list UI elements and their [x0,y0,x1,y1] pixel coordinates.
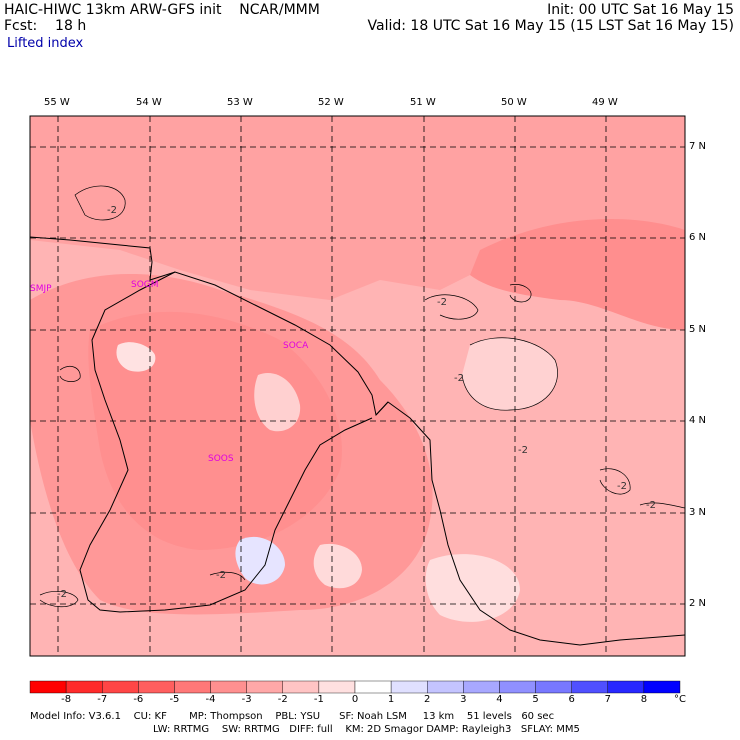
lat-label-2n: 2 N [689,598,707,609]
colorbar-swatch [102,680,139,694]
map-frame [29,115,686,657]
colorbar-unit: °C [674,694,686,705]
border-guyana-suriname [79,271,373,613]
contour-north-central [424,294,479,320]
field-name: Lifted index [7,36,84,51]
model-info-line2: LW: RRTMG SW: RRTMG DIFF: full KM: 2D Sm… [153,724,580,735]
valid-time: Valid: 18 UTC Sat 16 May 15 (15 LST Sat … [367,18,734,34]
field-patch-se [425,554,520,622]
station-smjp: SMJP [30,284,52,294]
lon-label-52w: 52 W [318,97,344,108]
lon-label-55w: 55 W [44,97,70,108]
field-patch-west [116,342,156,372]
colorbar-swatch [427,680,464,694]
colorbar-level-label: 4 [496,694,503,705]
colorbar-level-label: 7 [604,694,611,705]
field-patch-south [313,543,362,589]
colorbar-swatch [65,680,103,694]
colorbar-level-label: 1 [387,694,395,705]
colorbar-swatch [535,680,572,694]
colorbar-level-label: -7 [97,694,108,705]
forecast-hour: Fcst: 18 h [4,18,87,34]
contour-sw [39,591,79,608]
model-info-line1: Model Info: V3.6.1 CU: KF MP: Thompson P… [30,711,555,722]
lat-label-6n: 6 N [689,232,707,243]
colorbar-level-label: -2 [277,694,288,705]
contour-label: -2 [454,373,464,384]
colorbar-level-label: 0 [351,694,359,705]
political-boundaries [29,236,686,646]
contour-far-east [639,502,686,509]
colorbar-swatch [354,680,392,694]
colorbar-level-label: -5 [169,694,180,705]
colorbar-swatch [29,680,67,694]
colorbar-swatch [138,680,175,694]
colorbar-swatch [390,680,428,694]
station-soca: SOCA [283,341,309,351]
colorbar-swatch [571,680,608,694]
colorbar-level-label: 8 [640,694,648,705]
colorbar-level-label: 6 [568,694,575,705]
init-time: Init: 00 UTC Sat 16 May 15 [547,2,734,18]
colorbar-swatch [282,680,320,694]
field-patch-east [462,337,558,411]
colorbar-level-label: -8 [61,694,72,705]
contour-label: -2 [216,570,226,581]
colorbar-swatch [174,680,211,694]
contour-label: -2 [646,500,656,511]
colorbar-level-label: -1 [313,694,324,705]
colorbar-swatches [29,680,681,694]
lon-label-51w: 51 W [410,97,436,108]
contours [39,185,686,608]
contour-label: -2 [518,445,528,456]
contour-label: -2 [437,297,447,308]
lat-label-5n: 5 N [689,324,707,335]
contour-nw [74,185,126,221]
contour-east-patch [461,337,558,411]
lat-label-7n: 7 N [689,141,707,152]
contour-label: -2 [57,589,67,600]
contour-east [599,468,631,495]
field-patch-center [254,373,301,432]
colorbar-swatch [463,680,500,694]
lon-label-54w: 54 W [136,97,162,108]
colorbar-level-label: 2 [424,694,431,705]
lon-label-50w: 50 W [501,97,527,108]
colorbar-level-label: -6 [133,694,144,705]
header-title: HAIC-HIWC 13km ARW-GFS init NCAR/MMM [4,2,320,18]
colorbar-level-label: 3 [460,694,467,705]
colorbar-swatch [499,680,536,694]
contour-ne-small [509,284,532,303]
contour-label: -2 [107,205,117,216]
contour-w-small [59,366,81,382]
lon-label-49w: 49 W [592,97,618,108]
colorbar-swatch [210,680,247,694]
contour-south [209,571,246,581]
station-sogm: SOGM [131,280,159,290]
lat-label-3n: 3 N [689,507,707,518]
colorbar-level-label: 5 [532,694,539,705]
station-soos: SOOS [208,454,234,464]
field-patch-blue [235,536,285,585]
lat-label-4n: 4 N [689,415,707,426]
colorbar-swatch [246,680,283,694]
field-zone-ne [470,218,685,330]
colorbar-level-label: -3 [241,694,252,705]
colorbar-swatch [643,680,681,694]
colorbar-swatch [318,680,356,694]
field-zone-north [30,116,685,300]
field-zone-core [88,311,342,550]
colorbar-level-label: -4 [205,694,216,705]
colorbar-swatch [607,680,645,694]
lon-label-53w: 53 W [227,97,253,108]
contour-label: -2 [617,481,627,492]
graticule [30,116,685,656]
border-suriname-fg [375,401,389,416]
